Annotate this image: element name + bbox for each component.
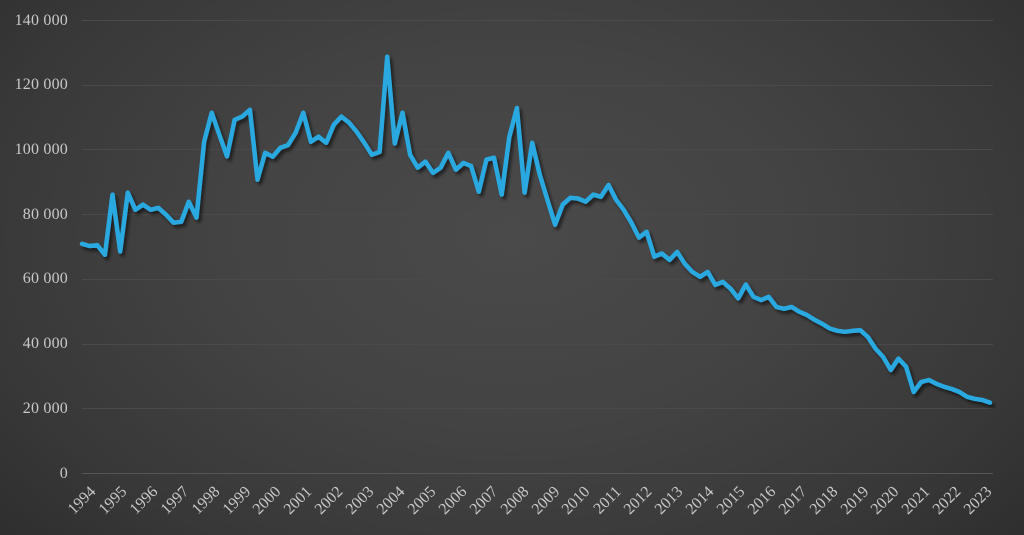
gridline bbox=[82, 278, 993, 280]
data-series-line bbox=[79, 54, 993, 405]
y-axis-tick-label: 100 000 bbox=[14, 140, 68, 158]
y-axis-tick-label: 60 000 bbox=[22, 270, 68, 288]
y-axis-tick-label: 20 000 bbox=[22, 399, 68, 417]
y-axis-tick-label: 120 000 bbox=[14, 76, 68, 94]
y-axis-tick-label: 80 000 bbox=[22, 205, 68, 223]
y-axis-tick-label: 40 000 bbox=[22, 335, 68, 353]
gridline bbox=[82, 84, 993, 86]
gridline bbox=[82, 408, 993, 410]
x-axis-line bbox=[82, 473, 993, 474]
gridline bbox=[82, 149, 993, 151]
y-axis-tick-label: 0 bbox=[59, 464, 68, 482]
gridline bbox=[82, 20, 993, 21]
gridline bbox=[82, 343, 993, 345]
gridline bbox=[82, 214, 993, 216]
y-axis-tick-label: 140 000 bbox=[14, 11, 68, 29]
